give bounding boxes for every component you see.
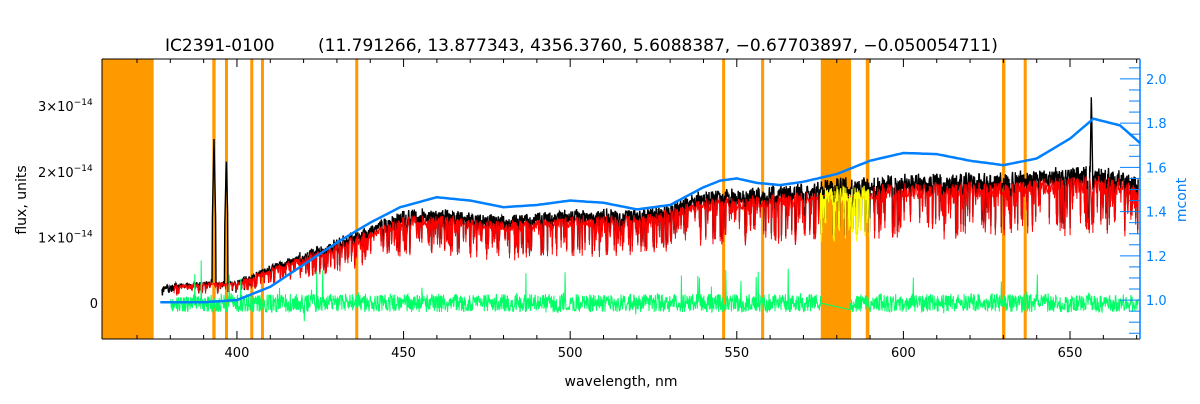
mcont-line: [160, 117, 1141, 304]
x-tick-label: 650: [1058, 346, 1083, 361]
y-tick-label: 3×10−14: [38, 98, 93, 115]
x-tick-label: 500: [558, 346, 583, 361]
masked-region: [224, 59, 228, 339]
x-tick-label: 400: [225, 346, 250, 361]
residuals-line: [170, 260, 1139, 322]
y-tick-label: 2×10−14: [38, 164, 93, 181]
y-tick-label: 0: [90, 297, 98, 312]
y2-axis-label: mcont: [1174, 177, 1190, 222]
axes: 400 450 500 550 600 650 0 1×10−14 2×10−14 3×10−14…: [38, 58, 1167, 361]
y2-tick-label: 1.0: [1146, 294, 1167, 309]
chart-title-object: IC2391-0100: [165, 36, 275, 56]
masked-region: [250, 59, 254, 339]
masked-region: [212, 59, 216, 339]
model-masked-line: [819, 185, 871, 242]
x-tick-label: 450: [391, 346, 416, 361]
x-tick-label: 550: [724, 346, 749, 361]
model-spectrum-line: [173, 175, 1139, 296]
x-axis-label: wavelength, nm: [565, 374, 678, 390]
y2-tick-label: 1.4: [1146, 206, 1167, 221]
y-tick-label: 1×10−14: [38, 229, 93, 246]
y2-tick-label: 1.6: [1146, 161, 1167, 176]
y2-tick-label: 1.8: [1146, 117, 1167, 132]
masked-region: [761, 59, 765, 339]
chart-title-params: (11.791266, 13.877343, 4356.3760, 5.6088…: [318, 36, 998, 56]
y-axis-label: flux, units: [14, 165, 30, 234]
y2-tick-label: 2.0: [1146, 73, 1167, 88]
masked-region: [260, 59, 264, 339]
series-group: [160, 97, 1141, 322]
masked-region: [102, 59, 154, 339]
x-tick-label: 600: [891, 346, 916, 361]
masked-region: [1023, 59, 1027, 339]
masked-region: [355, 59, 359, 339]
y2-tick-label: 1.2: [1146, 250, 1167, 265]
